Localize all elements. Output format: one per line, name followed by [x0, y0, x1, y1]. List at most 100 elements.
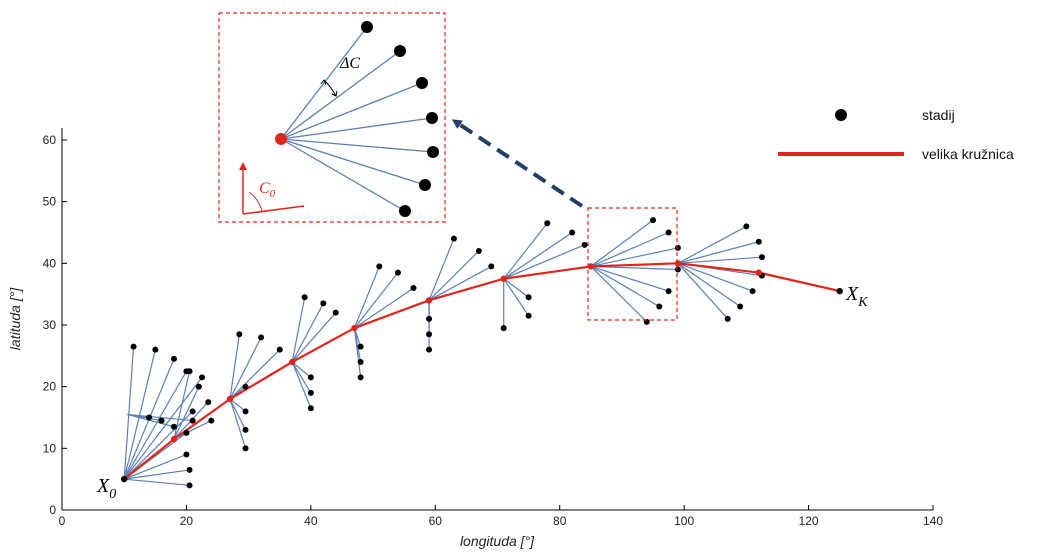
stage-point [450, 235, 457, 242]
stage-point [581, 241, 588, 248]
course-branch [123, 377, 203, 480]
stage-point [307, 374, 314, 381]
stage-point [189, 417, 196, 424]
course-branch [353, 328, 362, 378]
inset-branch [280, 82, 423, 140]
course-branch [677, 256, 762, 264]
course-branch [229, 398, 247, 449]
stage-point [307, 405, 314, 412]
y-tick-label: 0 [49, 503, 56, 517]
inset-branch [280, 138, 426, 186]
stage-point [242, 445, 249, 452]
stage-point [674, 266, 681, 273]
inset-branch [280, 138, 434, 153]
course-branch [503, 278, 529, 298]
course-branch [677, 241, 759, 264]
stage-point [426, 315, 433, 322]
course-branch [124, 469, 190, 480]
route-node [674, 260, 682, 267]
course-branch [229, 398, 246, 412]
stage-point [183, 429, 190, 436]
stage-point [743, 223, 750, 230]
course-branch [353, 272, 399, 329]
legend-stage-marker [835, 109, 847, 121]
stage-point [236, 331, 243, 338]
stage-point [198, 374, 205, 381]
legend-route-label: velika kružnica [922, 146, 1014, 162]
stage-point [376, 263, 383, 270]
x-tick-label: 60 [429, 514, 443, 528]
stage-point [276, 346, 283, 353]
course-symbol: C [259, 180, 270, 197]
x-tick-label: 20 [180, 514, 194, 528]
start-symbol: X [96, 475, 110, 497]
y-tick-label: 50 [43, 195, 57, 209]
stage-point [320, 300, 327, 307]
start-subscript: 0 [109, 487, 116, 502]
stage-point [650, 217, 657, 224]
x-axis-label: longituda [°] [460, 533, 535, 549]
delta-c-arrow-b [331, 90, 338, 97]
course-branch [677, 262, 753, 292]
stage-point [665, 229, 672, 236]
course-branch [291, 297, 306, 363]
y-axis-label: latituda [°] [7, 287, 23, 351]
stage-point [301, 294, 308, 301]
inset-branch [280, 26, 368, 140]
route-node [836, 287, 843, 295]
stage-point [146, 414, 153, 421]
end-symbol: X [845, 283, 859, 305]
course-branch [590, 265, 648, 323]
inset-stage-point [361, 21, 373, 33]
course-branch [123, 349, 156, 480]
course-branch [291, 361, 312, 378]
plot-axes: 0 20 40 60 80 100 120 140 0 10 20 30 40 50 60 longitu… [7, 128, 943, 549]
stage-point [357, 359, 364, 365]
route-node [755, 269, 762, 276]
course-fans [123, 219, 762, 486]
course-branch [173, 420, 212, 440]
inset-delta-label: ΔC [339, 55, 360, 72]
inset-fan [275, 21, 439, 217]
stage-points [121, 217, 843, 489]
course-branch [590, 265, 669, 292]
stage-point [183, 451, 190, 458]
route-node [121, 475, 128, 483]
inset-stage-point [399, 205, 411, 217]
start-label: X0 [96, 475, 116, 502]
stage-point [130, 343, 137, 350]
x-tick-label: 40 [304, 514, 318, 528]
stage-point [410, 285, 417, 291]
stage-point [500, 325, 507, 332]
stage-point [426, 346, 433, 353]
legend: stadij velika kružnica [778, 107, 1014, 162]
route-node [288, 358, 296, 366]
inset-zoom: ΔC C0 [218, 12, 446, 223]
inset-stage-point [426, 112, 438, 124]
y-ticks: 0 10 20 30 40 50 60 [43, 133, 67, 517]
stage-point [737, 303, 744, 310]
stage-point [755, 238, 762, 245]
legend-stage-label: stadij [922, 107, 955, 123]
stage-point [665, 288, 672, 295]
delta-c-arrow-a [320, 78, 327, 86]
course-branch [229, 334, 240, 400]
stage-point [186, 368, 193, 375]
course-branch [123, 453, 187, 480]
course-branch [229, 398, 247, 431]
great-circle-route [123, 262, 840, 481]
course-branch [503, 244, 585, 280]
x-tick-label: 120 [799, 514, 819, 528]
x-tick-label: 140 [923, 514, 943, 528]
x-tick-label: 80 [553, 514, 567, 528]
stage-point [569, 229, 576, 236]
end-label: XK [845, 283, 868, 310]
route-node [351, 324, 358, 332]
course-branch [503, 232, 573, 280]
route-node [170, 435, 178, 443]
inset-branch [280, 117, 433, 140]
stage-point [674, 244, 681, 251]
y-tick-label: 20 [43, 380, 57, 394]
course-branch [590, 231, 669, 267]
